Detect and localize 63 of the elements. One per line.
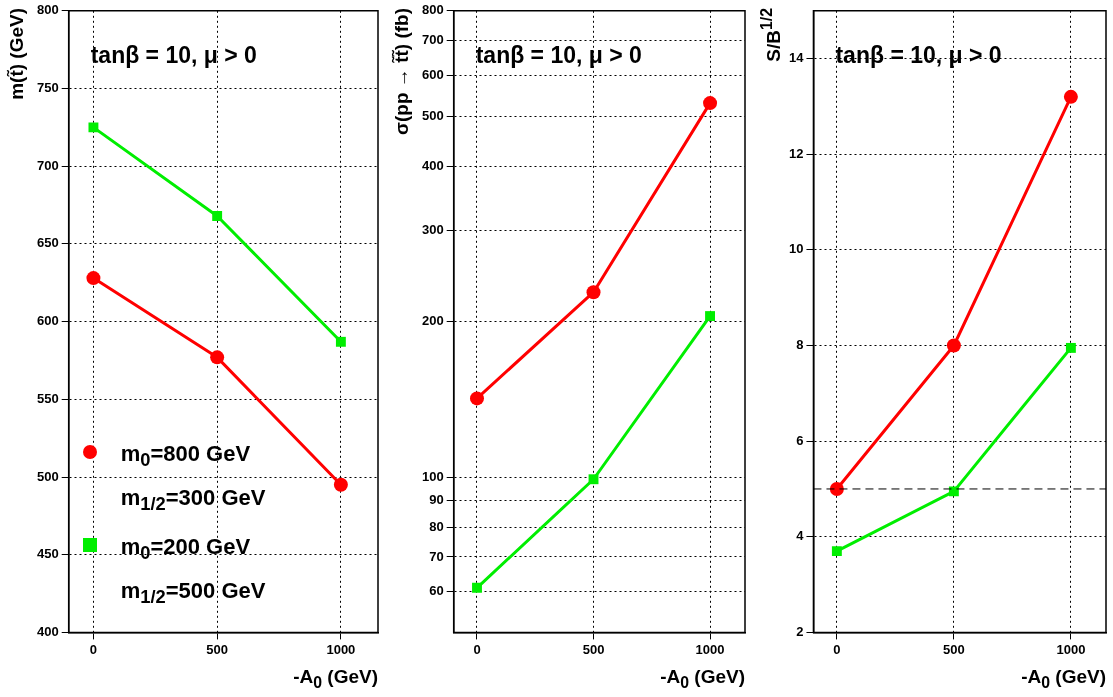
y-tick-label: 300 [421, 222, 444, 238]
point [586, 285, 601, 300]
y-tick-label: 70 [429, 548, 444, 564]
x-tick-label: 500 [943, 641, 965, 657]
point [831, 546, 842, 557]
y-tick-label: 12 [788, 145, 804, 161]
y-tick-label: 10 [788, 241, 804, 257]
annotation: tanβ = 10, μ > 0 [475, 41, 642, 68]
x-axis-title: -A$_{0}$ (GeV) [1021, 666, 1106, 693]
y-tick-label: 80 [429, 518, 444, 534]
y-tick-label: 500 [36, 468, 59, 484]
x-tick-label: 0 [89, 641, 98, 657]
point [470, 391, 484, 406]
point [1063, 89, 1078, 104]
y-tick-label: 750 [36, 80, 59, 96]
y-tick-label: 550 [36, 390, 59, 406]
y-tick-label: 650 [36, 235, 59, 251]
y-tick-label: 800 [36, 2, 59, 18]
y-tick-label: 450 [36, 546, 59, 562]
y-tick-label: 4 [796, 528, 805, 544]
y-tick-label: 500 [421, 107, 444, 123]
x-tick-label: 0 [473, 641, 481, 657]
y-tick-label: 60 [429, 583, 444, 599]
x-tick-label: 1000 [326, 641, 356, 657]
y-tick-label: 6 [796, 432, 804, 448]
y-tick-label: 2 [796, 623, 804, 639]
y-tick-label: 700 [36, 157, 59, 173]
y-tick-label: 600 [36, 313, 59, 329]
y-axis-title: σ(pp → t̃t̃) (fb) [391, 8, 413, 135]
point [703, 96, 718, 111]
y-axis-title: m(t̃) (GeV) [6, 8, 28, 100]
point [946, 338, 961, 353]
legend-label: m$_{0}$=200 GeV m$_{1/2}$=500 GeV [120, 532, 267, 610]
point [335, 336, 346, 347]
x-axis-title: -A$_{0}$ (GeV) [660, 666, 745, 693]
point [705, 311, 715, 322]
y-tick-label: 8 [796, 337, 804, 353]
point [333, 477, 348, 492]
y-tick-label: 400 [36, 623, 59, 639]
x-tick-label: 0 [833, 641, 841, 657]
point [948, 486, 959, 497]
y-tick-label: 400 [421, 157, 444, 173]
y-tick-label: 90 [429, 492, 444, 508]
y-tick-label: 14 [788, 50, 805, 66]
point [212, 210, 223, 221]
y-tick-label: 800 [421, 2, 444, 18]
point [588, 474, 599, 485]
x-tick-label: 1000 [1056, 641, 1086, 657]
x-tick-label: 1000 [695, 641, 725, 657]
y-tick-label: 200 [421, 313, 444, 329]
point [472, 582, 482, 593]
x-axis-title: -A$_{0}$ (GeV) [293, 666, 378, 693]
point [1065, 342, 1076, 353]
point [86, 271, 101, 286]
y-tick-label: 600 [421, 66, 444, 82]
annotation: tanβ = 10, μ > 0 [90, 41, 257, 68]
annotation: tanβ = 10, μ > 0 [835, 41, 1002, 68]
x-tick-label: 500 [582, 641, 605, 657]
point [210, 350, 225, 365]
x-tick-label: 500 [206, 641, 229, 657]
point [88, 122, 99, 133]
y-tick-label: 700 [421, 32, 444, 48]
y-tick-label: 100 [421, 468, 444, 484]
